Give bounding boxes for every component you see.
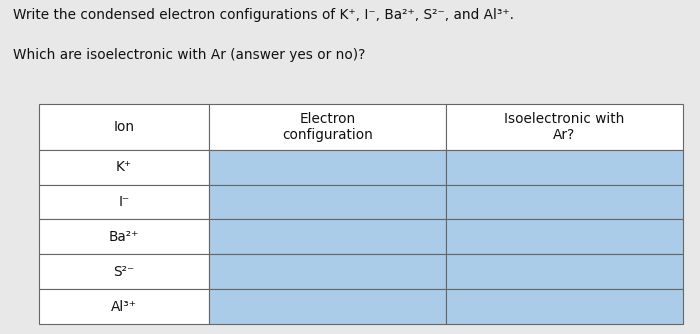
Text: I⁻: I⁻ [118, 195, 130, 209]
Text: Isoelectronic with
Ar?: Isoelectronic with Ar? [504, 112, 624, 142]
Text: Which are isoelectronic with Ar (answer yes or no)?: Which are isoelectronic with Ar (answer … [13, 48, 365, 62]
Text: Ion: Ion [113, 120, 134, 134]
Text: Write the condensed electron configurations of K⁺, I⁻, Ba²⁺, S²⁻, and Al³⁺.: Write the condensed electron configurati… [13, 8, 514, 22]
Text: S²⁻: S²⁻ [113, 265, 134, 279]
Text: Ba²⁺: Ba²⁺ [108, 230, 139, 244]
Text: K⁺: K⁺ [116, 160, 132, 174]
Text: Electron
configuration: Electron configuration [282, 112, 373, 142]
Text: Al³⁺: Al³⁺ [111, 300, 136, 314]
